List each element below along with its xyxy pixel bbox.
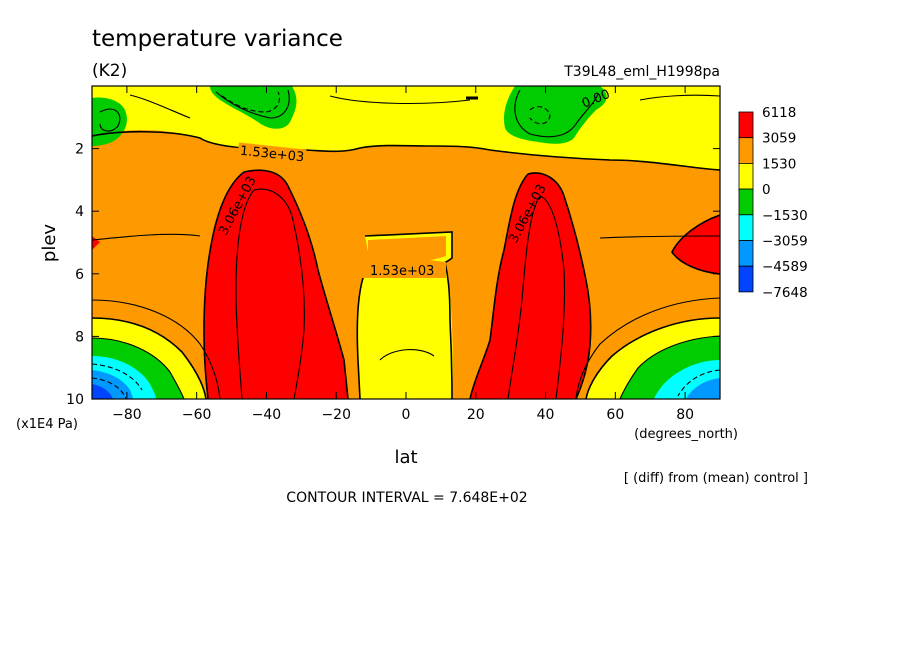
region-green-topright — [504, 86, 607, 144]
x-tick-label: 80 — [676, 407, 694, 423]
region-blue-bottomright — [686, 378, 720, 399]
colorbar-label: 0 — [762, 182, 771, 198]
x-tick-label: 20 — [467, 407, 485, 423]
x-tick-label: 60 — [606, 407, 624, 423]
region-red-rightedge — [672, 215, 720, 274]
contour-label: 1.53e+03 — [370, 264, 434, 279]
region-orange-inset — [368, 236, 446, 264]
x-tick-label: −60 — [182, 407, 212, 423]
colorbar-label: 3059 — [762, 131, 796, 147]
y-axis: 2 4 6 8 10 — [66, 142, 720, 408]
x-axis-label: lat — [394, 447, 417, 468]
run-label: T39L48_eml_H1998pa — [563, 64, 720, 80]
colorbar-swatch — [738, 265, 754, 293]
contour-label-bg — [237, 142, 307, 165]
region-red-right — [470, 172, 591, 399]
colorbar-label: 6118 — [762, 105, 796, 121]
colorbar-label: −3059 — [762, 234, 808, 250]
colorbar-swatch — [738, 188, 754, 216]
contour-lines — [92, 89, 720, 399]
region-darkblue-bottomleft — [92, 384, 113, 399]
y-axis-label: plev — [39, 224, 60, 263]
diff-note: [ (diff) from (mean) control ] — [624, 471, 808, 486]
colorbar-swatch — [738, 240, 754, 267]
y-tick-label: 2 — [75, 142, 84, 158]
x-axis-units: (degrees_north) — [634, 427, 738, 442]
y-tick-label: 8 — [75, 329, 84, 345]
colorbar: 6118 3059 1530 0 −1530 −3059 −4589 −7648 — [738, 105, 808, 301]
x-tick-label: −20 — [321, 407, 351, 423]
x-tick-label: 40 — [537, 407, 555, 423]
plot-area: 1.53e+03 3.06e+03 3.06e+03 1.53e+03 0.00 — [92, 86, 720, 399]
x-tick-label: 0 — [402, 407, 411, 423]
chart-title: temperature variance — [92, 26, 343, 52]
colorbar-label: −4589 — [762, 259, 808, 275]
contour-label: 1.53e+03 — [239, 144, 305, 166]
y-tick-label: 6 — [75, 267, 84, 283]
colorbar-label: 1530 — [762, 156, 796, 172]
colorbar-swatch — [738, 111, 754, 139]
contour-label-bg — [362, 262, 446, 278]
colorbar-label: −1530 — [762, 208, 808, 224]
x-tick-label: −80 — [112, 407, 142, 423]
y-tick-label: 4 — [75, 204, 84, 220]
contour-interval: CONTOUR INTERVAL = 7.648E+02 — [286, 490, 527, 506]
x-tick-label: −40 — [252, 407, 282, 423]
colorbar-label: −7648 — [762, 285, 808, 301]
y-axis-units: (x1E4 Pa) — [16, 417, 78, 432]
colorbar-swatch — [738, 162, 754, 190]
colorbar-swatch — [738, 214, 754, 241]
x-axis: −80 −60 −40 −20 0 20 40 60 80 — [112, 86, 694, 423]
y-tick-label: 10 — [66, 392, 84, 408]
chart-units: (K2) — [92, 61, 127, 81]
colorbar-swatch — [738, 137, 754, 164]
